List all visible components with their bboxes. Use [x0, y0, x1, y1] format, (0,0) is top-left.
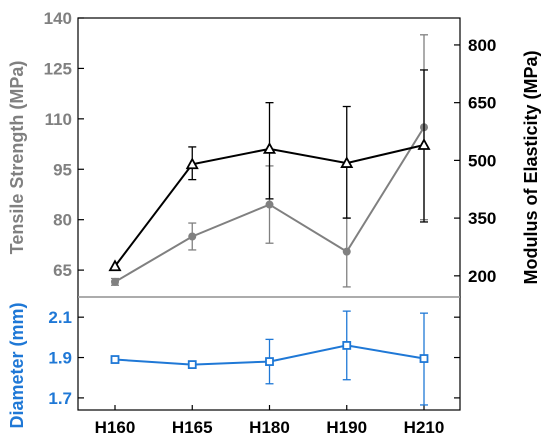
- diameter-tick-label: 1.9: [48, 349, 72, 368]
- tensile-tick-label: 125: [44, 59, 72, 78]
- tensile-strength-axis-title: Tensile Strength (MPa): [7, 61, 27, 255]
- tensile-series-point: [111, 277, 119, 286]
- modulus-series: [108, 69, 431, 272]
- x-tick-label: H180: [249, 418, 290, 437]
- modulus-axis: 200 350 500 650 800: [454, 36, 496, 286]
- x-tick-label: H160: [95, 418, 136, 437]
- modulus-series-point: [262, 141, 277, 154]
- tensile-tick-label: 110: [45, 110, 72, 129]
- diameter-axis-title: Diameter (mm): [7, 302, 27, 428]
- tensile-series-point: [342, 247, 351, 256]
- diameter-tick-label: 2.1: [48, 308, 72, 327]
- diameter-series-point: [265, 357, 274, 366]
- tensile-strength-axis: 65 80 95 110 125 140: [44, 9, 84, 280]
- modulus-series-point: [417, 138, 431, 150]
- modulus-series-point: [340, 156, 354, 168]
- tensile-tick-label: 80: [53, 211, 72, 230]
- diameter-series: [110, 310, 429, 406]
- diameter-series-point: [419, 354, 429, 363]
- modulus-axis-title: Modulus of Elasticity (MPa): [521, 50, 541, 284]
- diameter-series-point: [110, 355, 120, 364]
- tensile-series-point: [265, 200, 274, 209]
- tensile-series-point: [188, 232, 197, 241]
- tensile-tick-label: 65: [53, 261, 72, 280]
- x-tick-label: H165: [172, 418, 213, 437]
- x-axis: H160 H165 H180 H190 H210: [95, 405, 445, 437]
- x-tick-label: H190: [326, 418, 367, 437]
- modulus-tick-label: 350: [468, 209, 496, 228]
- modulus-tick-label: 500: [468, 151, 496, 170]
- diameter-series-point: [342, 341, 352, 350]
- modulus-tick-label: 200: [468, 267, 496, 286]
- series-layer: [108, 34, 431, 406]
- modulus-tick-label: 800: [468, 36, 496, 55]
- x-tick-label: H210: [404, 418, 445, 437]
- modulus-series-point: [108, 259, 122, 272]
- diameter-tick-label: 1.7: [48, 389, 72, 408]
- diameter-series-point: [187, 360, 197, 369]
- tensile-tick-label: 140: [44, 9, 72, 28]
- modulus-tick-label: 650: [468, 94, 496, 113]
- tensile-tick-label: 95: [53, 160, 72, 179]
- modulus-series-point: [185, 157, 199, 170]
- diameter-axis: 1.7 1.9 2.1: [48, 308, 460, 408]
